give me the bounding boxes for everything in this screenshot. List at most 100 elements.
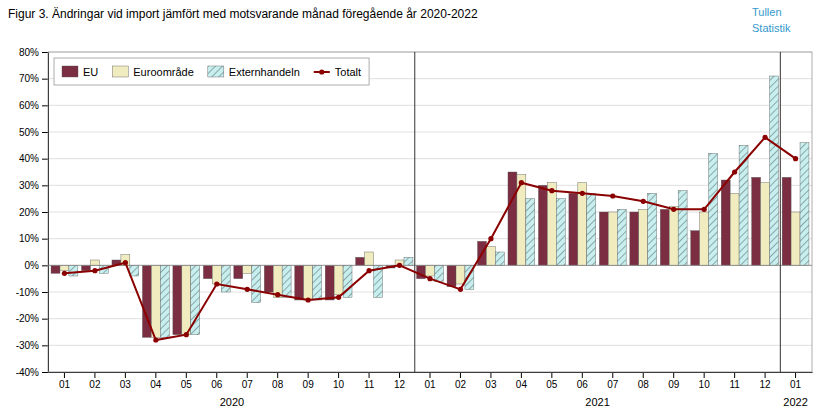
x-tick-mark — [186, 372, 187, 378]
bar — [730, 193, 739, 265]
x-tick-label: 02 — [89, 379, 101, 390]
legend-swatch — [319, 69, 324, 74]
bar — [669, 207, 678, 266]
bar — [770, 76, 779, 265]
y-tick-label: 40% — [19, 153, 39, 164]
bar — [617, 209, 626, 265]
x-tick: 11 — [729, 372, 740, 390]
x-tick-label: 07 — [607, 379, 619, 390]
x-tick-mark — [216, 372, 217, 378]
y-tick: -30% — [16, 340, 48, 351]
x-tick-label: 07 — [242, 379, 254, 390]
marker — [62, 271, 67, 276]
y-tick-label: -20% — [16, 313, 39, 324]
annotation: Tullen — [752, 6, 782, 18]
y-tick: 40% — [19, 153, 48, 164]
x-tick-mark — [155, 372, 156, 378]
x-tick-mark — [64, 372, 65, 378]
y-tick: 0% — [25, 260, 48, 271]
y-tick: 60% — [19, 100, 48, 111]
grid — [48, 52, 812, 372]
grid-line — [48, 345, 812, 346]
marker — [184, 332, 189, 337]
bar — [486, 247, 495, 266]
x-tick: 09 — [668, 372, 680, 390]
bar — [700, 212, 709, 265]
x-tick-mark — [643, 372, 644, 378]
y-tick: 80% — [19, 47, 48, 58]
bar — [60, 265, 69, 270]
marker — [275, 292, 280, 297]
marker — [397, 263, 402, 268]
x-tick-mark — [521, 372, 522, 378]
marker — [732, 169, 737, 174]
x-tick-label: 01 — [790, 379, 802, 390]
legend: EUEuroområdeExternhandelnTotalt — [54, 58, 369, 85]
x-tick-mark — [704, 372, 705, 378]
y-axis: -40%-30%-20%-10%0%10%20%30%40%50%60%70%8… — [16, 47, 49, 378]
bar — [630, 212, 639, 265]
x-tick: 04 — [516, 372, 528, 390]
x-tick: 05 — [546, 372, 558, 390]
x-tick-mark — [765, 372, 766, 378]
grid-line — [48, 212, 812, 213]
y-tick-mark — [42, 212, 48, 213]
bar — [212, 265, 221, 284]
bar — [69, 265, 78, 276]
x-tick: 08 — [272, 372, 284, 390]
x-tick-label: 12 — [394, 379, 406, 390]
x-tick: 04 — [150, 372, 162, 390]
x-tick-label: 06 — [577, 379, 589, 390]
line — [64, 137, 795, 340]
x-tick-label: 10 — [699, 379, 711, 390]
x-tick: 08 — [638, 372, 650, 390]
bar — [173, 265, 182, 334]
marker — [427, 276, 432, 281]
legend-label: Externhandeln — [229, 66, 300, 78]
x-tick-mark — [308, 372, 309, 378]
legend-swatch — [62, 66, 78, 77]
legend-label: Euroområde — [133, 66, 194, 78]
x-tick-label: 04 — [150, 379, 162, 390]
x-tick: 11 — [364, 372, 375, 390]
bar — [356, 257, 365, 265]
x-tick: 07 — [242, 372, 254, 390]
bar — [447, 265, 456, 286]
x-tick-label: 05 — [181, 379, 193, 390]
x-tick-mark — [551, 372, 552, 378]
x-tick-mark — [430, 372, 431, 378]
bar — [243, 265, 252, 273]
bar — [282, 265, 291, 297]
group-label: 2022 — [783, 396, 807, 408]
y-tick: -40% — [16, 367, 48, 378]
bar — [547, 183, 556, 266]
grid-line — [48, 132, 812, 133]
y-tick-label: -30% — [16, 340, 39, 351]
x-tick-label: 12 — [760, 379, 772, 390]
legend-item: EU — [62, 66, 98, 78]
plot-frame — [48, 52, 812, 372]
marks — [48, 52, 812, 372]
x-tick: 06 — [577, 372, 589, 390]
y-tick-label: 60% — [19, 100, 39, 111]
x-tick-label: 06 — [211, 379, 223, 390]
y-tick-mark — [42, 159, 48, 160]
bar — [182, 265, 191, 334]
bar — [660, 209, 669, 265]
x-tick-label: 02 — [455, 379, 467, 390]
zero-line — [48, 265, 812, 266]
y-tick: 20% — [19, 207, 48, 218]
bar — [334, 265, 343, 294]
x-tick: 01 — [790, 372, 802, 390]
grid-line — [48, 185, 812, 186]
marker — [519, 180, 524, 185]
bar-series — [60, 175, 800, 338]
x-tick: 07 — [607, 372, 619, 390]
bar — [752, 177, 761, 265]
bar — [495, 252, 504, 265]
bar — [434, 265, 443, 281]
bar-series — [51, 172, 791, 337]
bar — [313, 265, 322, 300]
group-divider — [780, 52, 781, 372]
x-tick-label: 01 — [59, 379, 71, 390]
